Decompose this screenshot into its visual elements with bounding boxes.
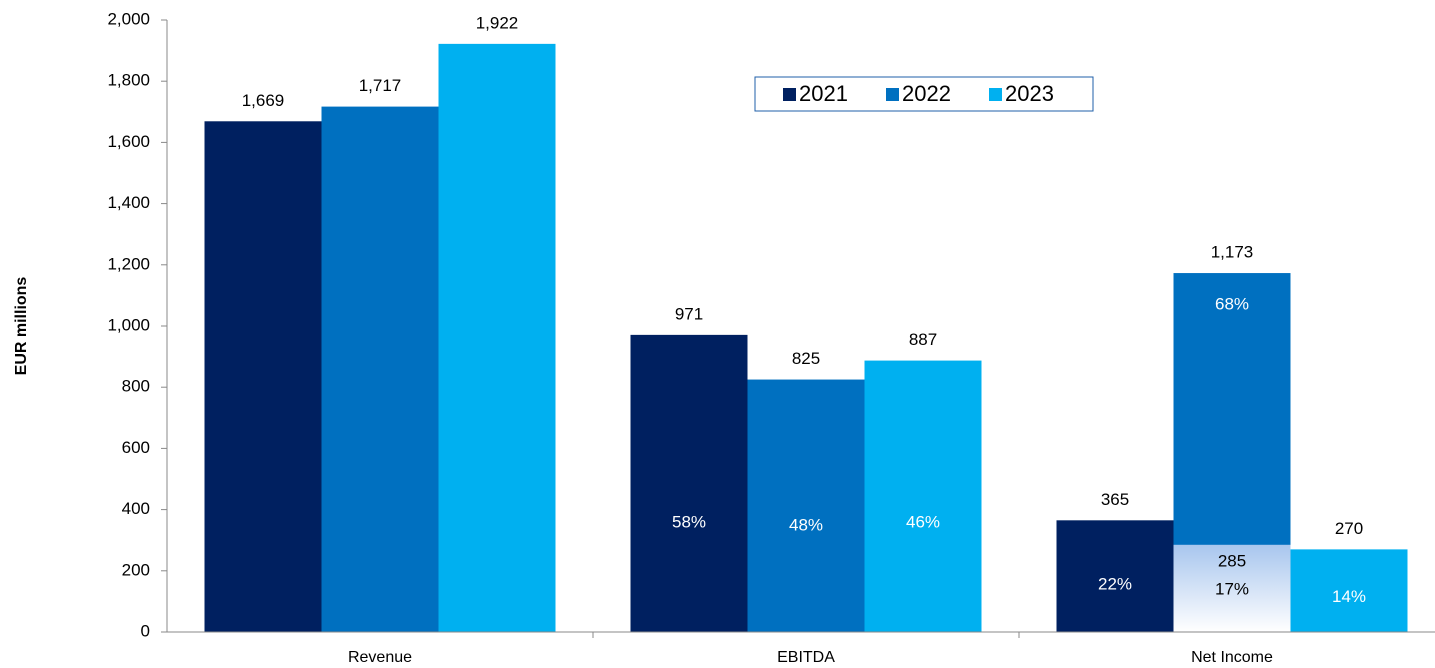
margin-label: 68% — [1215, 295, 1249, 314]
y-axis-label: EUR millions — [13, 277, 30, 376]
bar — [864, 360, 982, 632]
y-tick-label: 1,200 — [107, 254, 150, 273]
bar — [321, 106, 439, 632]
sub-bar — [1173, 544, 1291, 632]
legend-label: 2022 — [902, 81, 951, 106]
value-label: 971 — [675, 304, 703, 323]
bar — [1056, 520, 1174, 632]
value-label: 825 — [792, 349, 820, 368]
value-label: 270 — [1335, 519, 1363, 538]
margin-label: 22% — [1098, 575, 1132, 594]
y-tick-label: 1,600 — [107, 132, 150, 151]
legend-box — [754, 76, 1094, 112]
bar — [630, 334, 748, 632]
value-label: 1,922 — [476, 13, 519, 32]
y-tick-label: 600 — [122, 438, 150, 457]
y-tick-label: 1,400 — [107, 193, 150, 212]
y-tick-label: 0 — [141, 621, 150, 640]
value-label: 1,717 — [359, 76, 402, 95]
y-tick-label: 200 — [122, 560, 150, 579]
sub-margin-label: 17% — [1215, 579, 1249, 598]
y-tick-label: 1,000 — [107, 315, 150, 334]
y-tick-label: 1,800 — [107, 71, 150, 90]
margin-label: 58% — [672, 512, 706, 531]
margin-label: 14% — [1332, 587, 1366, 606]
margin-label: 48% — [789, 515, 823, 534]
x-tick-label: Net Income — [1191, 649, 1273, 666]
value-label: 1,173 — [1211, 243, 1254, 262]
legend-swatch — [783, 88, 796, 101]
legend-swatch — [886, 88, 899, 101]
legend-label: 2023 — [1005, 81, 1054, 106]
x-tick-label: EBITDA — [777, 649, 835, 666]
legend-swatch — [989, 88, 1002, 101]
value-label: 365 — [1101, 490, 1129, 509]
value-label: 1,669 — [242, 91, 285, 110]
y-tick-label: 800 — [122, 377, 150, 396]
bar — [438, 43, 556, 633]
legend-label: 2021 — [799, 81, 848, 106]
bar — [1290, 549, 1408, 632]
bar — [747, 379, 865, 632]
value-label: 887 — [909, 330, 937, 349]
sub-value-label: 285 — [1218, 551, 1246, 570]
y-tick-label: 400 — [122, 499, 150, 518]
bar — [204, 121, 322, 632]
y-tick-label: 2,000 — [107, 9, 150, 28]
margin-label: 46% — [906, 512, 940, 531]
x-tick-label: Revenue — [348, 649, 412, 666]
